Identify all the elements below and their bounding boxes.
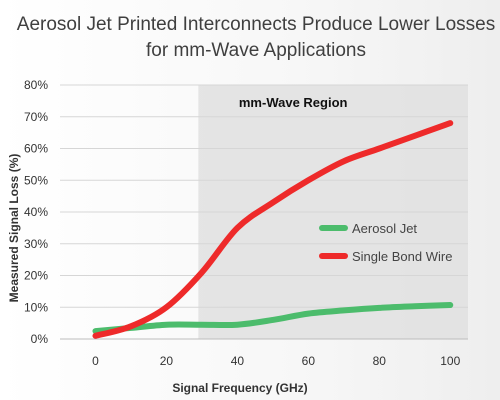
x-tick-label: 0	[92, 354, 99, 368]
x-tick-label: 20	[160, 354, 174, 368]
y-tick-label: 60%	[24, 142, 48, 156]
grid-lines	[60, 84, 468, 340]
y-axis-label: Measured Signal Loss (%)	[7, 154, 21, 303]
series-line-aerosol-jet	[92, 302, 454, 335]
series-layer	[92, 120, 454, 339]
legend-label: Single Bond Wire	[352, 249, 452, 264]
x-tick-label: 80	[373, 354, 387, 368]
y-tick-label: 0%	[31, 332, 49, 346]
chart-title-line-2: for mm-Wave Applications	[146, 40, 366, 61]
y-tick-label: 10%	[24, 300, 48, 314]
y-tick-label: 20%	[24, 269, 48, 283]
y-tick-label: 70%	[24, 110, 48, 124]
x-tick-label: 100	[440, 354, 460, 368]
y-tick-label: 30%	[24, 237, 48, 251]
y-tick-label: 50%	[24, 173, 48, 187]
x-axis-label: Signal Frequency (GHz)	[172, 381, 307, 395]
y-axis-ticks: 0% 10% 20% 30% 40% 50% 60% 70% 80%	[24, 78, 48, 346]
x-tick-label: 60	[302, 354, 316, 368]
legend: Aerosol Jet Single Bond Wire	[319, 221, 452, 264]
mm-wave-region-label: mm-Wave Region	[239, 95, 348, 110]
y-tick-label: 80%	[24, 78, 48, 92]
series-line-single-bond-wire	[92, 120, 454, 339]
x-axis-ticks: 0 20 40 60 80 100	[92, 354, 460, 368]
y-tick-label: 40%	[24, 205, 48, 219]
chart-title-line-1: Aerosol Jet Printed Interconnects Produc…	[17, 14, 495, 35]
x-tick-label: 40	[231, 354, 245, 368]
legend-label: Aerosol Jet	[352, 221, 417, 236]
